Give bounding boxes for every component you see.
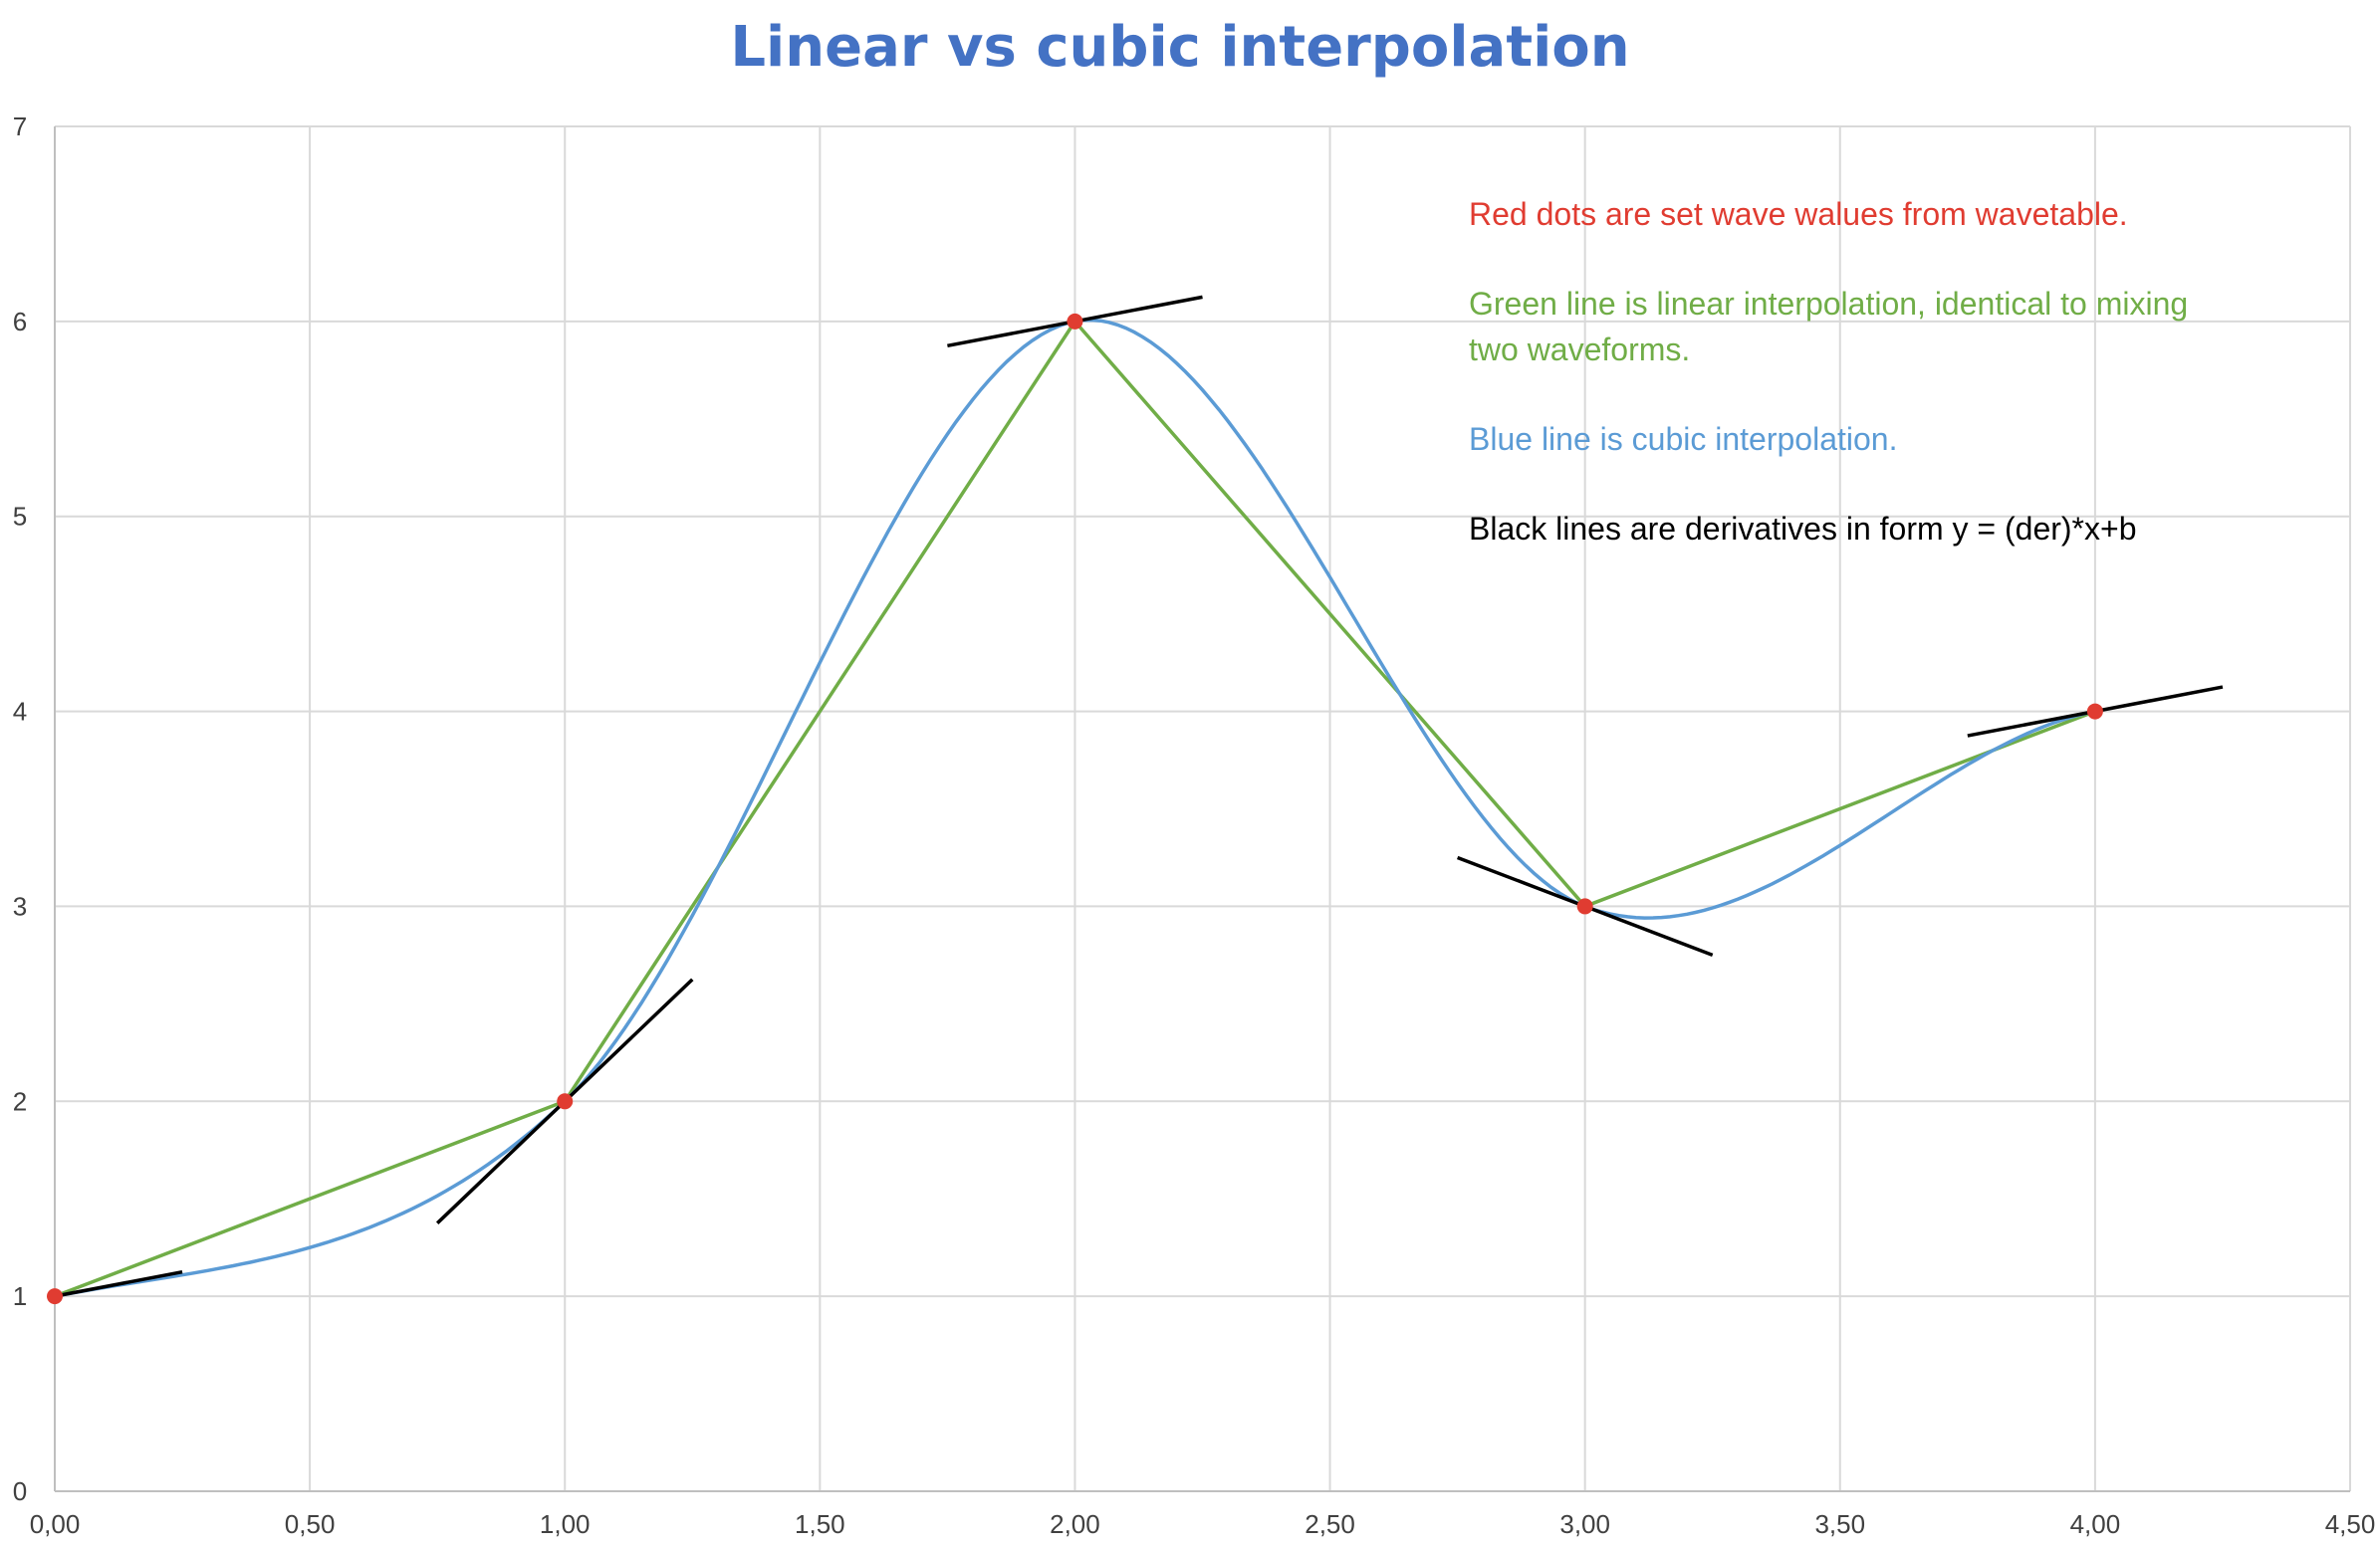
x-tick-label: 2,00: [1050, 1509, 1100, 1539]
x-tick-label: 4,00: [2070, 1509, 2121, 1539]
annotations: Red dots are set wave walues from waveta…: [1469, 196, 2188, 547]
x-tick-label: 4,50: [2325, 1509, 2376, 1539]
annotation-blue: Blue line is cubic interpolation.: [1469, 421, 1897, 457]
x-tick-label: 0,50: [285, 1509, 336, 1539]
annotation-green-1: Green line is linear interpolation, iden…: [1469, 286, 2188, 322]
x-tick-label: 1,00: [540, 1509, 591, 1539]
axes: 0,00 0,50 1,00 1,50 2,00 2,50 3,00 3,50 4,00 4,50…: [13, 111, 2376, 1539]
data-points: [47, 313, 2103, 1305]
x-tick-label: 2,50: [1305, 1509, 1355, 1539]
y-tick-label: 5: [13, 502, 27, 532]
x-tick-label: 0,00: [30, 1509, 81, 1539]
y-tick-label: 1: [13, 1281, 27, 1311]
annotation-red: Red dots are set wave walues from waveta…: [1469, 196, 2128, 232]
x-tick-label: 1,50: [795, 1509, 845, 1539]
derivative-line: [54, 1269, 183, 1298]
y-tick-label: 0: [13, 1476, 27, 1506]
x-tick-label: 3,00: [1559, 1509, 1610, 1539]
y-tick-label: 4: [13, 697, 27, 727]
y-tick-label: 7: [13, 111, 27, 141]
data-point: [2086, 703, 2103, 720]
y-tick-label: 6: [13, 307, 27, 336]
data-point: [557, 1093, 574, 1110]
annotation-black: Black lines are derivatives in form y = …: [1469, 511, 2136, 547]
x-tick-label: 3,50: [1814, 1509, 1865, 1539]
data-point: [1067, 313, 1083, 330]
chart-title: Linear vs cubic interpolation: [730, 15, 1629, 80]
annotation-green-2: two waveforms.: [1469, 332, 1690, 367]
y-tick-label: 3: [13, 891, 27, 921]
grid: [55, 125, 2351, 1491]
data-point: [1576, 898, 1593, 915]
y-tick-label: 2: [13, 1086, 27, 1116]
data-point: [47, 1288, 63, 1305]
